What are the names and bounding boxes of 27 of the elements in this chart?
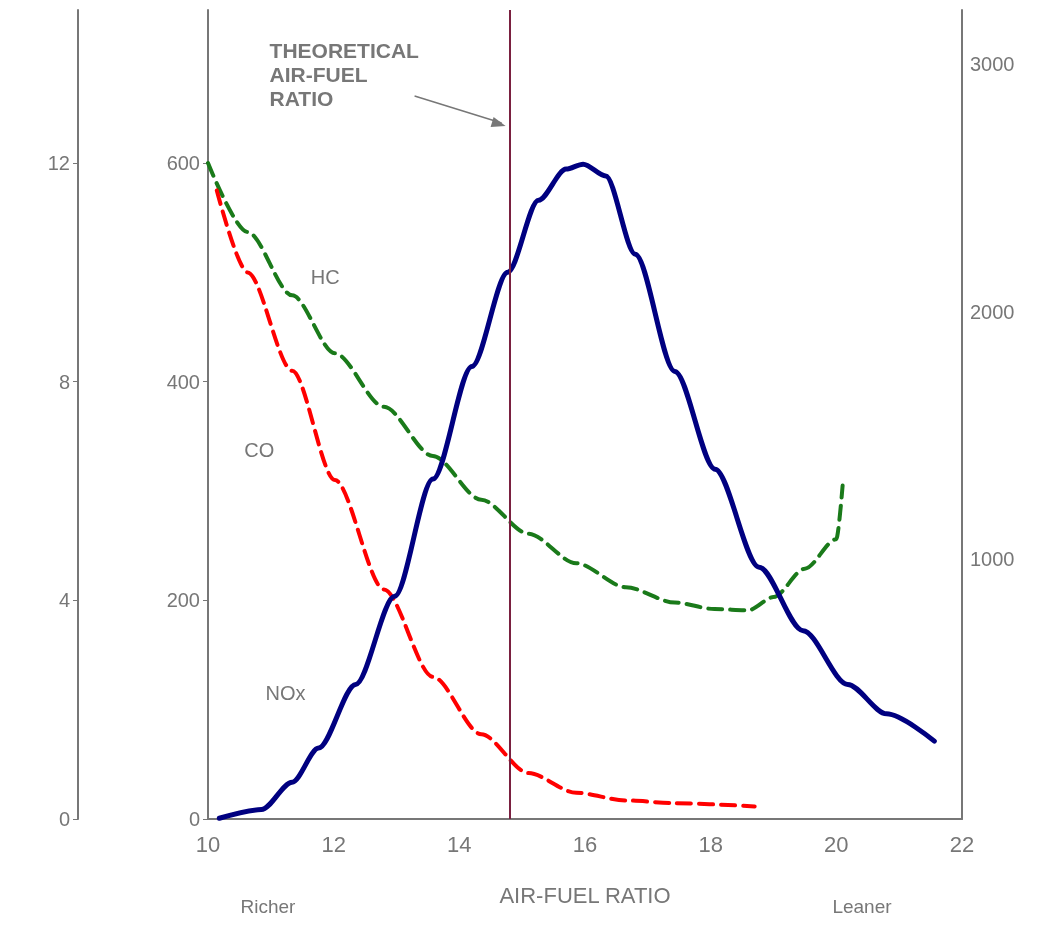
- x-axis-title: AIR-FUEL RATIO: [499, 882, 671, 908]
- line-series: [206, 161, 845, 613]
- y2-tick-label: 8: [58, 370, 70, 393]
- y2-tick-label: 0: [58, 808, 70, 830]
- text: Richer: [240, 895, 297, 917]
- text: Leaner: [832, 895, 893, 917]
- y3-tick-label: 1000: [970, 548, 1015, 571]
- y3-tick-label: 3000: [970, 53, 1015, 76]
- text: CO: [244, 438, 275, 461]
- line-series: [214, 188, 757, 809]
- x-tick-label: 22: [949, 831, 975, 857]
- x-tick-label: 12: [321, 831, 346, 857]
- x-tick-label: 10: [195, 831, 221, 857]
- y2-tick-label: 12: [47, 152, 70, 175]
- y-tick-label: 200: [166, 589, 200, 612]
- x-tick-label: 18: [698, 831, 723, 857]
- x-tick-label: 20: [824, 831, 849, 857]
- series-label: HC: [310, 266, 340, 289]
- series-label: NOx: [265, 682, 306, 704]
- y2-tick-label: 4: [58, 589, 70, 612]
- x-tick-label: 14: [447, 831, 472, 857]
- y-tick-label: 600: [166, 152, 200, 175]
- ref-line-label: THEORETICAL AIR-FUEL RATIO: [269, 38, 420, 110]
- y3-tick-label: 2000: [970, 300, 1015, 323]
- x-tick-label: 16: [572, 831, 598, 857]
- y-tick-label: 0: [188, 808, 200, 830]
- y-tick-label: 400: [166, 370, 200, 393]
